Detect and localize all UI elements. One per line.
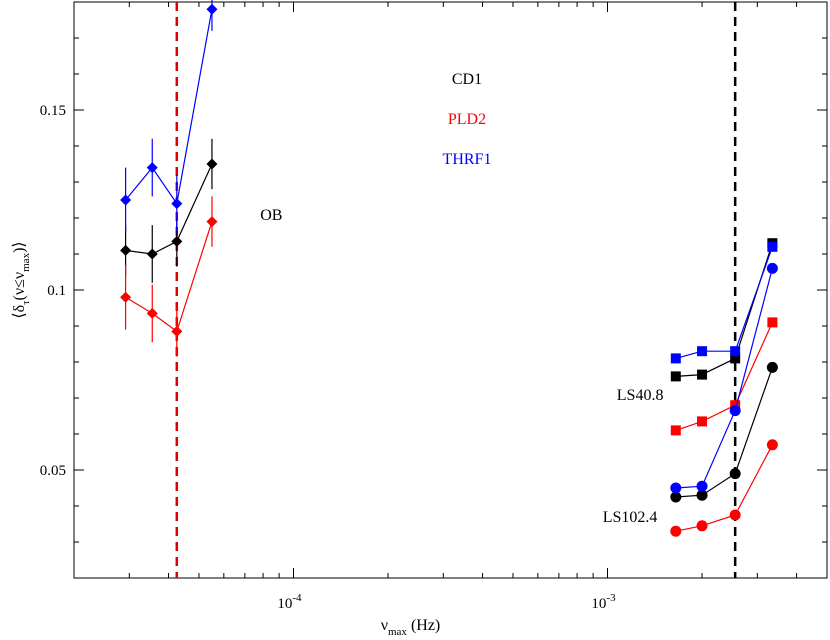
data-point-square: [670, 371, 681, 382]
data-point-circle: [729, 468, 741, 480]
annotation-ls40-8: LS40.8: [617, 387, 664, 404]
y-axis-label-close: )⟩: [11, 241, 28, 253]
series-line-2: [125, 9, 213, 206]
data-point-circle: [696, 520, 708, 532]
data-point-circle: [696, 489, 708, 501]
data-point-circle: [670, 525, 682, 537]
data-point-circle: [670, 491, 682, 503]
annotation-ob: OB: [260, 207, 282, 224]
data-point-diamond: [120, 244, 132, 256]
data-point-square: [697, 346, 708, 357]
data-point-diamond: [171, 235, 183, 247]
series-line-8: [675, 268, 773, 489]
plot-frame: [73, 1, 828, 579]
x-axis-label-main: ν: [381, 617, 388, 634]
x-tick-label: 10-4: [277, 592, 302, 612]
series-line-0: [125, 163, 213, 255]
data-point-square: [670, 425, 681, 436]
x-tick-label: 10-3: [591, 592, 616, 612]
data-point-circle: [670, 482, 682, 494]
data-point-diamond: [120, 194, 132, 206]
legend-label-cd1: CD1: [452, 71, 482, 88]
data-point-diamond: [146, 248, 158, 260]
series-layer: [120, 0, 778, 537]
data-point-square: [767, 317, 778, 328]
series-line-7: [675, 444, 773, 532]
y-axis-label-sub2: max: [20, 252, 32, 271]
series-line-3: [675, 243, 773, 377]
x-axis-label-sub: max: [388, 626, 407, 638]
y-axis-label-sub1: τ: [20, 300, 32, 305]
x-axis-label-unit: (Hz): [407, 617, 440, 634]
data-point-circle: [729, 509, 741, 521]
y-axis-label-open: ⟨δ: [11, 305, 28, 319]
data-point-diamond: [120, 291, 132, 303]
series-line-1: [125, 221, 213, 333]
y-tick-label: 0.1: [47, 283, 66, 299]
data-point-diamond: [146, 162, 158, 174]
data-point-square: [670, 353, 681, 364]
series-line-5: [675, 246, 773, 359]
data-point-square: [767, 241, 778, 252]
data-point-square: [697, 416, 708, 427]
legend-label-pld2: PLD2: [448, 111, 486, 128]
y-axis-label: ⟨δτ(ν≤νmax)⟩: [11, 241, 32, 318]
y-tick-label: 0.15: [40, 103, 66, 119]
data-point-diamond: [206, 216, 218, 228]
series-line-6: [675, 367, 773, 498]
label-layer: νmax (Hz)⟨δτ(ν≤νmax)⟩CD1PLD2THRF1OBLS40.…: [11, 71, 663, 638]
legend-label-thrf1: THRF1: [443, 151, 492, 168]
y-tick-label: 0.05: [40, 463, 66, 479]
data-point-square: [730, 353, 741, 364]
data-point-diamond: [171, 198, 183, 210]
vline-layer: [175, 2, 737, 578]
y-axis-label-mid: (ν≤ν: [11, 272, 28, 301]
tick-layer: 0.05 0.1 0.15 10-4 10-3: [40, 1, 828, 612]
x-tick-exponent: -3: [606, 592, 616, 604]
data-point-circle: [766, 361, 778, 373]
x-axis-label: νmax (Hz): [381, 617, 441, 638]
data-point-square: [697, 369, 708, 380]
data-point-circle: [766, 439, 778, 451]
x-tick-exponent: -4: [292, 592, 302, 604]
data-point-square: [730, 346, 741, 357]
data-point-diamond: [146, 307, 158, 319]
annotation-ls102-4: LS102.4: [603, 509, 658, 526]
data-point-diamond: [171, 325, 183, 337]
data-point-diamond: [206, 3, 218, 15]
data-point-circle: [766, 262, 778, 274]
data-point-circle: [696, 480, 708, 492]
series-line-4: [675, 322, 773, 431]
data-point-circle: [729, 405, 741, 417]
data-point-diamond: [206, 158, 218, 170]
